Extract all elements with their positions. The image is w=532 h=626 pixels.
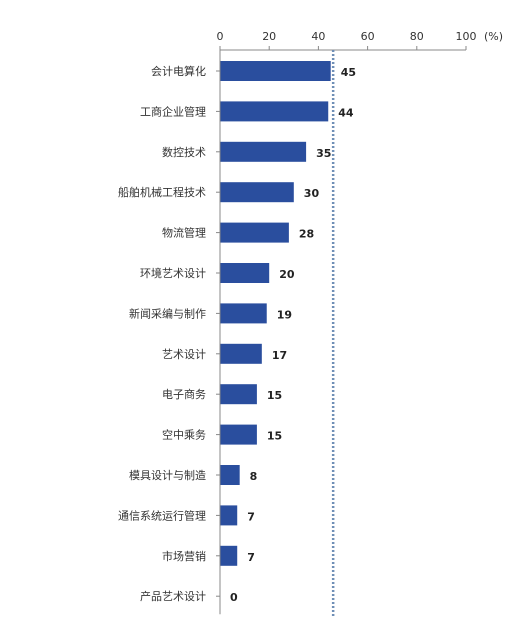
bar	[220, 545, 238, 566]
category-label: 艺术设计	[162, 348, 206, 361]
bar	[220, 182, 294, 203]
value-label: 19	[277, 308, 292, 321]
value-label: 17	[272, 349, 287, 362]
x-tick-label: 0	[217, 30, 224, 43]
category-label: 空中乘务	[162, 428, 206, 442]
value-label: 8	[250, 470, 258, 483]
value-label: 15	[267, 430, 282, 443]
category-label: 新闻采编与制作	[129, 306, 206, 320]
value-label: 7	[247, 551, 255, 564]
value-label: 28	[299, 228, 314, 241]
bar	[220, 303, 267, 324]
category-label: 通信系统运行管理	[118, 508, 206, 522]
bar	[220, 343, 262, 364]
value-label: 35	[316, 147, 331, 160]
value-label: 44	[338, 106, 354, 119]
unit-label: (%)	[484, 30, 503, 43]
value-label: 30	[304, 187, 320, 200]
category-labels: 会计电算化工商企业管理数控技术船舶机械工程技术物流管理环境艺术设计新闻采编与制作…	[118, 64, 206, 603]
x-tick-label: 100	[456, 30, 477, 43]
x-tick-label: 20	[262, 30, 276, 43]
category-label: 会计电算化	[151, 64, 206, 78]
category-label: 工商企业管理	[140, 104, 206, 118]
bar	[220, 465, 240, 485]
value-label: 7	[247, 510, 255, 523]
bars	[216, 61, 331, 597]
category-label: 市场营销	[162, 549, 206, 563]
x-tick-label: 80	[410, 30, 424, 43]
x-tick-label: 40	[311, 30, 325, 43]
category-label: 产品艺术设计	[140, 589, 206, 603]
bar	[220, 424, 257, 445]
value-label: 0	[230, 591, 238, 604]
category-label: 电子商务	[162, 387, 206, 401]
category-label: 环境艺术设计	[140, 266, 206, 280]
bar	[220, 384, 257, 405]
value-label: 20	[279, 268, 295, 281]
bar	[220, 141, 307, 162]
value-label: 15	[267, 389, 282, 402]
category-label: 模具设计与制造	[129, 468, 206, 482]
bar	[220, 263, 270, 283]
bar	[220, 61, 331, 81]
x-tick-label: 60	[361, 30, 375, 43]
value-labels: 45 44 35 30 28 20 19 17 15 15 8 7 7 0	[230, 66, 356, 604]
x-axis: 0 20 40 60 80 100	[217, 30, 477, 51]
category-label: 船舶机械工程技术	[118, 185, 206, 199]
value-label: 45	[341, 66, 356, 79]
bar	[220, 505, 238, 526]
bar	[220, 101, 329, 122]
bar	[220, 222, 289, 243]
category-label: 物流管理	[162, 226, 206, 240]
category-label: 数控技术	[162, 145, 206, 159]
